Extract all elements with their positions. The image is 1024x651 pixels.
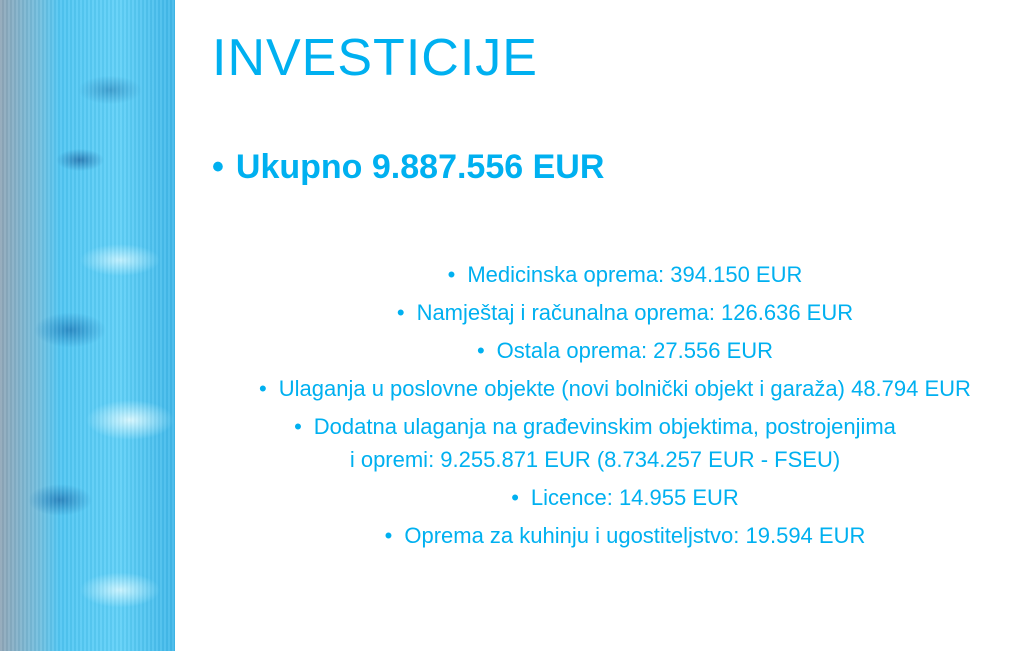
list-item: • Ulaganja u poslovne objekte (novi bolni…	[259, 376, 971, 401]
slide-title: INVESTICIJE	[212, 29, 538, 87]
bullet-icon: •	[511, 485, 519, 510]
list-item: • Ostala oprema: 27.556 EUR	[476, 338, 774, 363]
investment-list: • Medicinska oprema: 394.150 EUR • Namješt…	[230, 258, 1020, 557]
decorative-image-panel	[0, 0, 175, 651]
bullet-icon: •	[294, 414, 302, 439]
bullet-icon: •	[212, 148, 224, 186]
list-item: • Oprema za kuhinju i ugostiteljstvo: 19.…	[384, 523, 866, 548]
list-item: • Medicinska oprema: 394.150 EUR	[447, 262, 803, 287]
bullet-icon: •	[384, 523, 393, 548]
total-text: Ukupno 9.887.556 EUR	[235, 148, 605, 186]
list-item: • Namještaj i računalna oprema: 126.636 E…	[396, 300, 854, 325]
total-bullet: • Ukupno 9.887.556 EUR	[212, 148, 604, 187]
bullet-icon: •	[476, 338, 485, 363]
bullet-icon: •	[396, 300, 405, 325]
bullet-icon: •	[447, 262, 456, 287]
bullet-icon: •	[259, 376, 267, 401]
list-item: • Licence: 14.955 EUR	[511, 485, 739, 510]
list-item: • Dodatna ulaganja na građevinskim objekt…	[294, 414, 896, 472]
